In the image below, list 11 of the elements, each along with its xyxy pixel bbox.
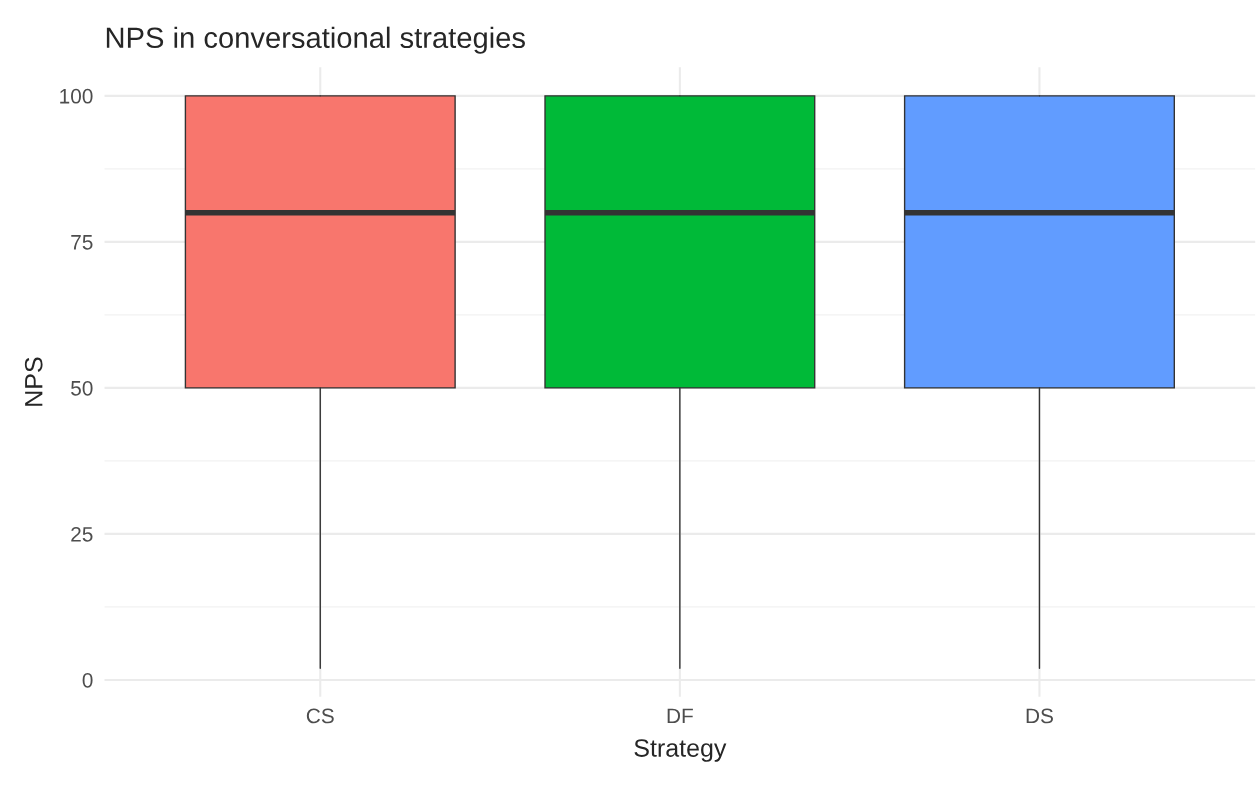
y-tick-label: 25 xyxy=(71,526,93,542)
y-tick-label: 50 xyxy=(71,380,93,396)
x-axis-title: Strategy xyxy=(634,739,727,762)
x-tick-label: CS xyxy=(306,708,334,724)
y-axis-title: NPS xyxy=(24,357,43,406)
x-tick-label: DS xyxy=(1026,708,1053,724)
chart-title: NPS in conversational strategies xyxy=(106,26,525,54)
x-tick-label: DF xyxy=(667,708,693,724)
y-tick-label: 0 xyxy=(82,672,93,688)
y-tick-label: 75 xyxy=(71,235,93,250)
y-tick-label: 100 xyxy=(60,88,93,104)
